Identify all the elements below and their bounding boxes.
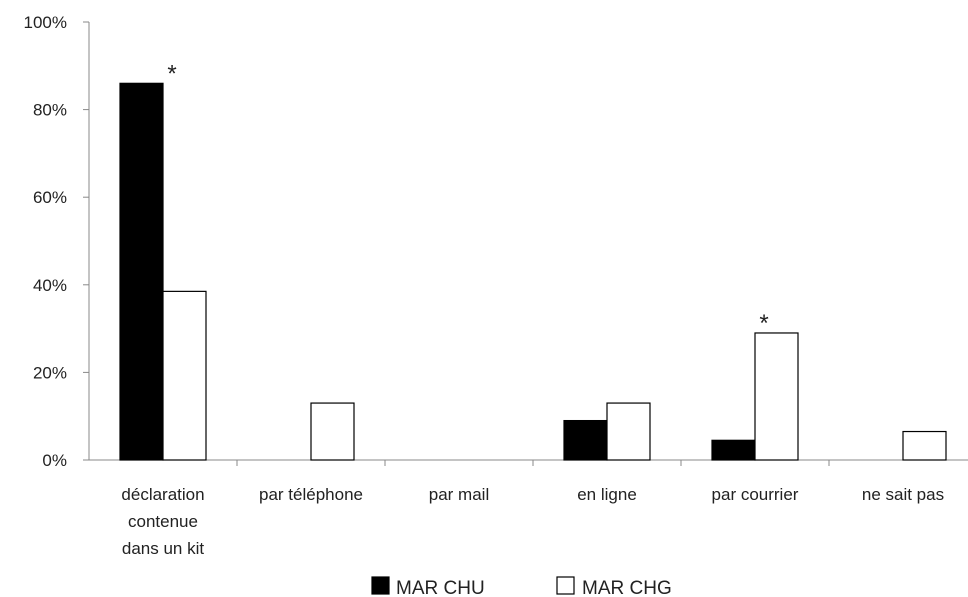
x-category-label: dans un kit xyxy=(122,539,204,558)
x-category-label: contenue xyxy=(128,512,198,531)
annotations: ** xyxy=(167,60,768,337)
x-category-label: en ligne xyxy=(577,485,637,504)
y-tick-label: 40% xyxy=(33,276,67,295)
x-category-label: par mail xyxy=(429,485,489,504)
bar-mar-chg xyxy=(162,290,207,461)
y-tick-label: 20% xyxy=(33,363,67,382)
bar-mar-chg xyxy=(754,332,799,461)
legend-swatch xyxy=(556,576,575,595)
y-axis: 0% 20% 40% 60% 80% 100% xyxy=(24,13,90,470)
x-category-label: ne sait pas xyxy=(862,485,944,504)
bar-mar-chg xyxy=(902,430,947,461)
y-tick-label: 60% xyxy=(33,188,67,207)
legend-label: MAR CHG xyxy=(582,578,672,597)
bar-mar-chg xyxy=(606,402,651,461)
significance-marker: * xyxy=(167,60,176,87)
bar-mar-chu xyxy=(711,439,756,461)
bar-mar-chg xyxy=(310,402,355,461)
y-tick-label: 80% xyxy=(33,101,67,120)
significance-marker: * xyxy=(759,310,768,337)
x-category-label: par téléphone xyxy=(259,485,363,504)
bar-mar-chu xyxy=(119,82,164,461)
bar-mar-chu xyxy=(563,419,608,461)
bars xyxy=(119,82,947,461)
legend: MAR CHU MAR CHG xyxy=(371,576,672,597)
x-category-label: par courrier xyxy=(712,485,799,504)
y-tick-label: 0% xyxy=(42,451,67,470)
x-category-label: déclaration xyxy=(121,485,204,504)
x-axis: déclaration contenue dans un kit par téléph… xyxy=(89,459,968,558)
legend-label: MAR CHU xyxy=(396,578,485,597)
legend-swatch xyxy=(371,576,390,595)
y-tick-label: 100% xyxy=(24,13,67,32)
